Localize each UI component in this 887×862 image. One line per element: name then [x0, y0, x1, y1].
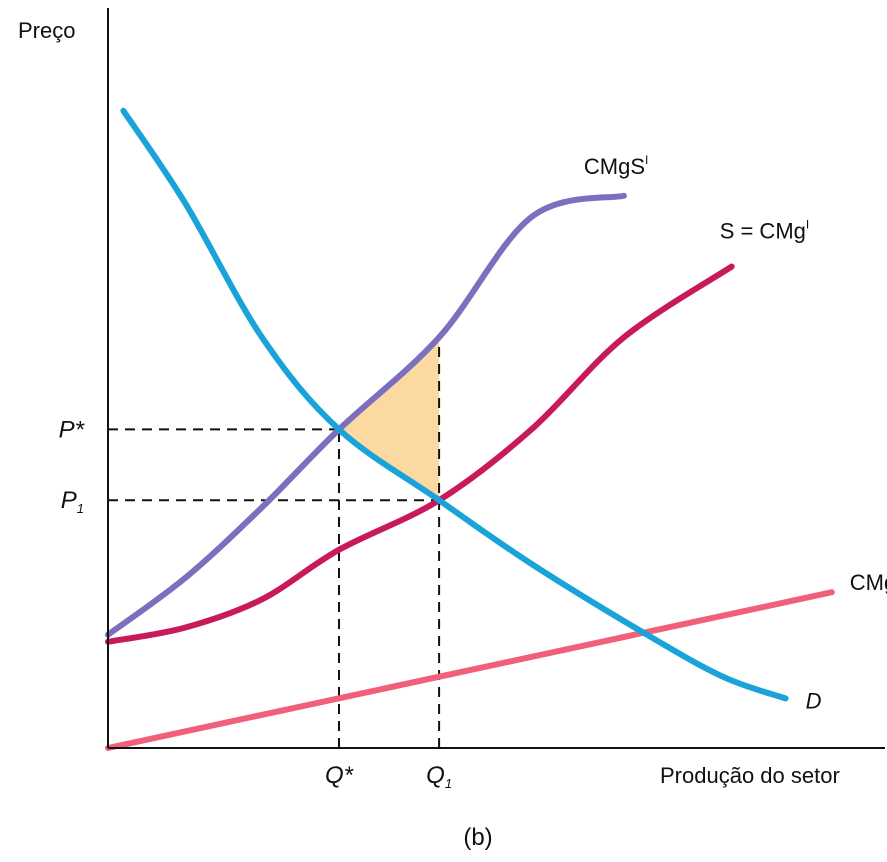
series-cmgs-label: CMgSI — [584, 153, 648, 179]
series-cmge-label: CMgEI — [850, 569, 887, 595]
curve-labels-layer: D CMgSI S = CMgI CMgEI — [584, 153, 887, 714]
shaded-region-layer — [339, 337, 440, 501]
deadweight-loss-area — [339, 337, 440, 501]
x-axis-title: Produção do setor — [660, 763, 840, 788]
series-supply-line — [105, 263, 735, 645]
y-axis-title: Preço — [18, 18, 75, 43]
x-tick-label-q1: Q1 — [426, 762, 452, 791]
series-layer — [105, 107, 835, 751]
series-supply-label: S = CMgI — [720, 218, 810, 244]
y-tick-label-p_star: P* — [59, 416, 85, 443]
panel-label: (b) — [463, 824, 492, 851]
series-demand-label: D — [806, 688, 822, 713]
y-tick-label-p1: P1 — [61, 487, 84, 516]
series-cmgs-line — [105, 192, 627, 638]
x-tick-label-q_star: Q* — [325, 762, 354, 789]
series-cmge-line — [105, 589, 835, 751]
series-demand-line — [120, 107, 789, 702]
